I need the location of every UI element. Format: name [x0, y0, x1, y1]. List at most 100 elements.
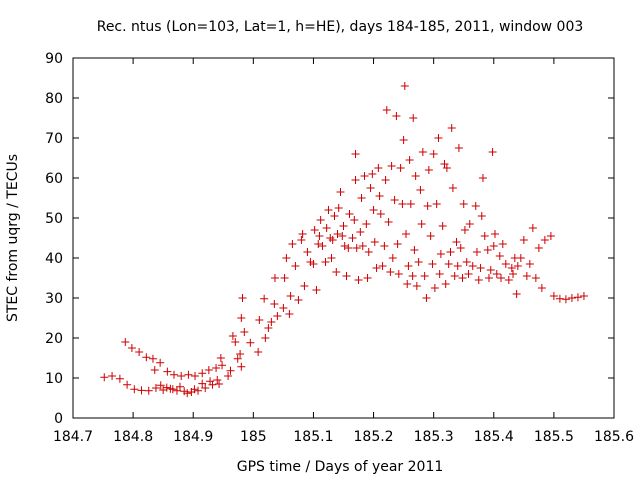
data-point: [483, 246, 492, 254]
data-point: [426, 232, 435, 240]
data-point: [100, 373, 109, 382]
data-point: [403, 280, 412, 288]
data-point: [206, 377, 215, 386]
data-point: [504, 276, 513, 284]
data-point: [156, 381, 165, 390]
data-point: [490, 230, 499, 238]
data-point: [351, 150, 360, 158]
data-point: [472, 248, 481, 256]
data-point: [404, 262, 413, 270]
x-axis-label: GPS time / Days of year 2011: [237, 459, 444, 475]
data-point: [540, 236, 549, 244]
data-point: [298, 230, 307, 238]
y-tick-label: 50: [45, 211, 63, 227]
x-tick-label: 185: [240, 429, 267, 445]
data-point: [163, 367, 172, 376]
data-point: [368, 170, 377, 178]
x-tick-label: 185.6: [594, 429, 634, 445]
data-point: [270, 300, 279, 308]
data-point: [291, 262, 300, 270]
data-point: [471, 202, 480, 210]
data-point: [318, 242, 327, 250]
data-point: [135, 348, 144, 356]
data-point: [310, 226, 319, 234]
data-point: [390, 196, 399, 204]
data-point: [430, 284, 439, 292]
data-point: [447, 124, 456, 132]
data-point: [286, 292, 295, 300]
data-point: [561, 295, 570, 304]
data-point: [458, 274, 467, 282]
data-point: [534, 244, 543, 252]
data-point: [108, 372, 117, 380]
data-point: [156, 358, 165, 367]
data-point: [348, 234, 357, 242]
data-point: [226, 366, 235, 375]
data-point: [428, 260, 437, 268]
data-point: [412, 282, 421, 290]
data-point: [264, 324, 273, 332]
data-point: [402, 230, 411, 238]
data-point: [255, 316, 264, 324]
data-point: [386, 268, 395, 276]
data-point: [362, 220, 371, 228]
data-point: [340, 242, 349, 250]
data-point: [484, 274, 493, 282]
data-point: [213, 376, 222, 384]
x-tick-label: 185.4: [474, 429, 514, 445]
data-point: [228, 332, 237, 340]
data-point: [354, 276, 363, 284]
data-point: [380, 242, 389, 250]
data-point: [465, 220, 474, 228]
data-point: [450, 272, 459, 280]
data-point: [537, 284, 546, 292]
data-point: [198, 369, 207, 378]
data-point: [150, 366, 159, 374]
data-point: [464, 270, 473, 278]
data-point: [115, 374, 124, 383]
data-point: [489, 242, 498, 250]
x-tick-label: 184.8: [113, 429, 153, 445]
data-point: [333, 230, 342, 238]
data-point: [528, 224, 537, 232]
data-point: [414, 258, 423, 266]
y-tick-label: 70: [45, 131, 63, 147]
data-point: [177, 372, 186, 380]
data-point: [130, 385, 139, 394]
data-point: [191, 372, 200, 380]
data-point: [312, 286, 321, 294]
data-point: [231, 338, 240, 346]
data-point: [198, 379, 207, 388]
data-point: [338, 232, 347, 240]
data-point: [194, 386, 203, 395]
data-point: [454, 144, 463, 152]
data-point: [246, 338, 255, 347]
data-point: [498, 240, 507, 248]
data-point: [456, 244, 465, 252]
data-point: [376, 210, 385, 218]
data-point: [474, 276, 483, 284]
data-point: [261, 334, 270, 342]
data-point: [400, 82, 409, 90]
data-point: [270, 274, 279, 282]
data-point: [436, 250, 445, 258]
data-point: [411, 172, 420, 180]
data-point: [446, 248, 455, 256]
data-point: [297, 236, 306, 244]
data-point: [224, 372, 233, 380]
data-point: [352, 244, 361, 252]
data-point: [396, 164, 405, 172]
data-point: [254, 348, 263, 356]
data-point: [218, 361, 227, 370]
data-point: [441, 280, 450, 288]
data-point: [358, 242, 367, 250]
data-point: [393, 240, 402, 248]
data-point: [492, 270, 501, 278]
data-point: [303, 248, 312, 256]
data-point: [175, 382, 184, 391]
data-point: [416, 186, 425, 194]
data-point: [378, 262, 387, 270]
data-point: [399, 136, 408, 144]
data-point: [237, 362, 246, 371]
data-point: [418, 148, 427, 156]
